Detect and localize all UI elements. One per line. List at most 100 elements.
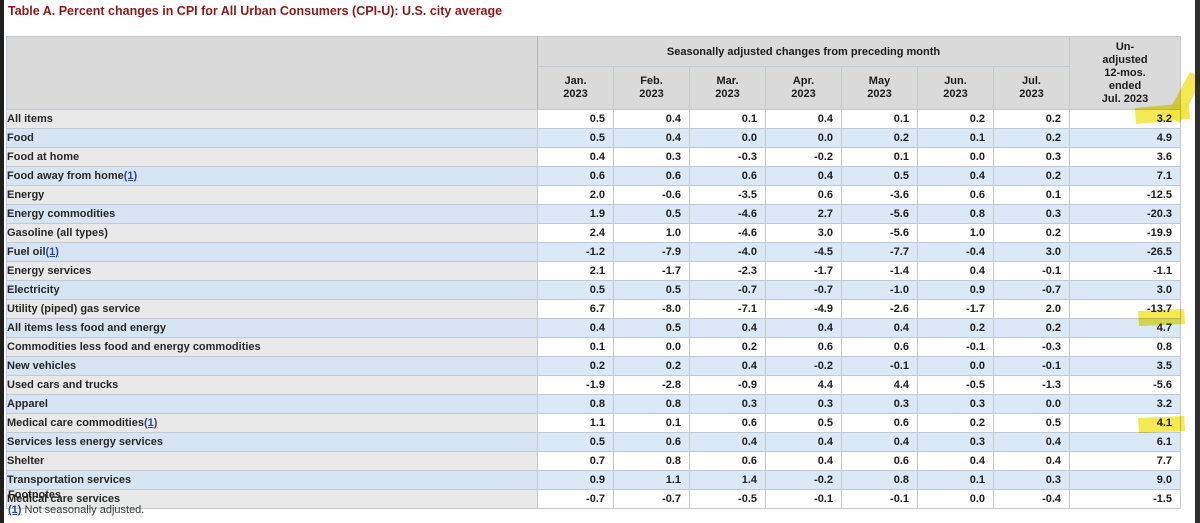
monthly-value-cell: 0.2 [537, 356, 614, 376]
monthly-value-cell: -7.7 [841, 242, 918, 262]
monthly-value-cell: 0.8 [537, 394, 614, 414]
monthly-value-cell: 0.3 [992, 470, 1071, 490]
monthly-value-cell: 0.8 [613, 451, 690, 471]
monthly-value-cell: 0.4 [537, 318, 614, 338]
row-label: Medical care services [6, 489, 538, 509]
table-row: Services less energy services 0.5 0.6 0.4 0.… [6, 432, 1182, 452]
monthly-value-cell: -0.4 [917, 242, 994, 262]
month-header-row: Jan. 2023 Feb. 2023 Mar. 2023 Apr. 2023 … [7, 66, 1181, 110]
footnote-link[interactable]: (1) [8, 504, 22, 516]
annual-value-cell: 7.1 [1069, 166, 1182, 186]
monthly-value-cell: -7.1 [689, 299, 766, 319]
monthly-value-cell: -0.5 [917, 375, 994, 395]
row-label: Commodities less food and energy commodi… [6, 337, 538, 357]
footnote-link[interactable]: (1) [143, 416, 158, 429]
monthly-value-cell: 1.1 [613, 470, 690, 490]
monthly-value-cell: -0.1 [765, 489, 842, 509]
row-label: Apparel [6, 394, 538, 414]
monthly-value-cell: -0.7 [613, 489, 690, 509]
monthly-value-cell: -1.9 [537, 375, 614, 395]
monthly-value-cell: -0.4 [992, 489, 1071, 509]
monthly-value-cell: 1.0 [917, 223, 994, 243]
table-row: Food away from home(1) 0.6 0.6 0.6 0.4 0.5 0.4… [6, 166, 1182, 186]
monthly-value-cell: 0.2 [917, 318, 994, 338]
annual-value-cell: 3.6 [1069, 147, 1182, 167]
footnote-link[interactable]: (1) [123, 169, 138, 182]
footnote-link[interactable]: (1) [45, 245, 59, 258]
monthly-value-cell: -0.2 [765, 470, 842, 490]
monthly-value-cell: 0.4 [689, 356, 766, 376]
monthly-value-cell: -4.5 [765, 242, 842, 262]
monthly-value-cell: 0.6 [613, 432, 690, 452]
row-label: Energy services [6, 261, 538, 281]
monthly-value-cell: -8.0 [613, 299, 690, 319]
monthly-value-cell: 2.1 [537, 261, 614, 281]
monthly-value-cell: -0.3 [992, 337, 1071, 357]
monthly-value-cell: -1.2 [537, 242, 614, 262]
monthly-value-cell: 0.0 [689, 128, 766, 148]
row-label: Food at home [6, 147, 538, 167]
table-title: Table A. Percent changes in CPI for All … [8, 4, 503, 18]
table-row: Shelter 0.7 0.8 0.6 0.4 0.6 0.4 0.4 7.7 [6, 451, 1182, 471]
row-label: Used cars and trucks [6, 375, 538, 395]
monthly-value-cell: -0.1 [841, 489, 918, 509]
monthly-value-cell: 0.6 [537, 166, 614, 186]
column-header-jul: Jul. 2023 [992, 66, 1071, 110]
row-label: Food away from home(1) [6, 166, 538, 186]
monthly-value-cell: 0.4 [917, 261, 994, 281]
monthly-value-cell: -5.6 [841, 223, 918, 243]
annual-value-cell: 3.5 [1069, 356, 1182, 376]
annual-value-cell: 6.1 [1069, 432, 1182, 452]
monthly-value-cell: 0.4 [992, 432, 1071, 452]
monthly-value-cell: 0.1 [917, 470, 994, 490]
monthly-value-cell: -3.5 [689, 185, 766, 205]
monthly-value-cell: -4.6 [689, 223, 766, 243]
row-label: Medical care commodities(1) [6, 413, 538, 433]
monthly-value-cell: 0.8 [841, 470, 918, 490]
annual-value-cell: -1.1 [1069, 261, 1182, 281]
monthly-value-cell: -0.1 [992, 261, 1071, 281]
unadjusted-column-header: Un- adjusted 12-mos. ended Jul. 2023 [1069, 36, 1182, 110]
monthly-value-cell: -0.1 [841, 356, 918, 376]
monthly-value-cell: 0.4 [765, 109, 842, 129]
monthly-value-cell: 0.4 [537, 147, 614, 167]
monthly-value-cell: 0.4 [765, 318, 842, 338]
monthly-value-cell: 0.4 [765, 451, 842, 471]
table-row: Commodities less food and energy commodi… [6, 337, 1182, 357]
annual-value-cell: 4.9 [1069, 128, 1182, 148]
monthly-value-cell: 0.0 [765, 128, 842, 148]
annual-value-cell: 4.1 [1069, 413, 1182, 433]
monthly-value-cell: 2.4 [537, 223, 614, 243]
monthly-value-cell: 0.5 [613, 204, 690, 224]
monthly-value-cell: -1.7 [765, 261, 842, 281]
monthly-value-cell: 0.8 [917, 204, 994, 224]
table-row: Apparel 0.8 0.8 0.3 0.3 0.3 0.3 0.0 3.2 [6, 394, 1182, 414]
table-row: Electricity 0.5 0.5 -0.7 -0.7 -1.0 0.9 -0.7 3.0 [6, 280, 1182, 300]
annual-value-cell: -26.5 [1069, 242, 1182, 262]
monthly-value-cell: 0.1 [689, 109, 766, 129]
monthly-value-cell: 3.0 [992, 242, 1071, 262]
column-header-feb: Feb. 2023 [613, 66, 690, 110]
monthly-value-cell: -1.7 [613, 261, 690, 281]
monthly-value-cell: 0.6 [841, 337, 918, 357]
table-row: Transportation services 0.9 1.1 1.4 -0.2 0.8 0… [6, 470, 1182, 490]
monthly-value-cell: 0.1 [992, 185, 1071, 205]
monthly-value-cell: 4.4 [841, 375, 918, 395]
annual-value-cell: 3.2 [1069, 109, 1182, 129]
monthly-value-cell: -1.0 [841, 280, 918, 300]
table-row: Used cars and trucks -1.9 -2.8 -0.9 4.4 4.4 -0… [6, 375, 1182, 395]
monthly-value-cell: 0.2 [613, 356, 690, 376]
monthly-value-cell: 0.4 [613, 128, 690, 148]
row-label: Electricity [6, 280, 538, 300]
row-label: Energy commodities [6, 204, 538, 224]
monthly-value-cell: 0.0 [992, 394, 1071, 414]
right-window-edge [1195, 0, 1200, 523]
monthly-value-cell: 0.6 [689, 166, 766, 186]
monthly-value-cell: 0.4 [613, 109, 690, 129]
column-header-mar: Mar. 2023 [689, 66, 766, 110]
monthly-value-cell: 0.5 [765, 413, 842, 433]
monthly-value-cell: 0.2 [992, 128, 1071, 148]
monthly-value-cell: 0.3 [765, 394, 842, 414]
monthly-value-cell: 0.5 [537, 432, 614, 452]
table-row: Medical care services -0.7 -0.7 -0.5 -0.1 -0.… [6, 489, 1182, 509]
